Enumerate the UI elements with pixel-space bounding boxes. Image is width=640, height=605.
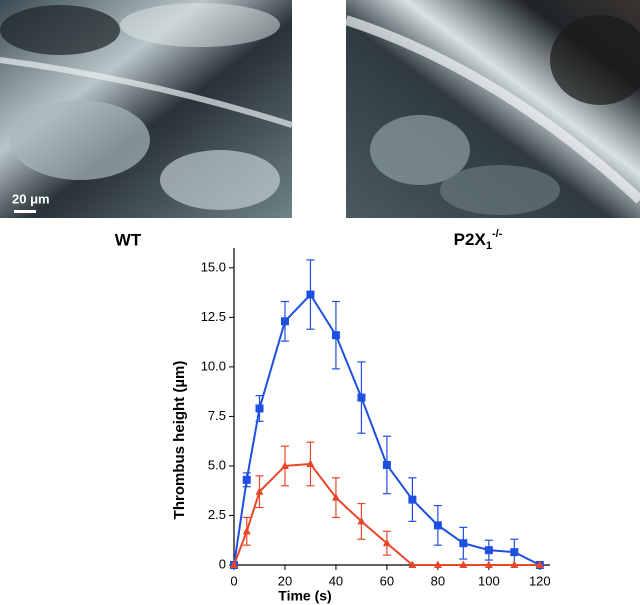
y-tick-label: 15.0 [201,259,226,274]
marker [306,290,315,299]
x-tick-label: 60 [380,573,394,588]
y-tick-label: 7.5 [208,408,226,423]
y-tick-label: 12.5 [201,309,226,324]
panel-label-text: P2X [454,230,487,249]
y-tick-label: 5.0 [208,457,226,472]
marker [408,495,417,504]
series-line [233,462,540,566]
series-line [233,292,541,566]
marker [357,393,366,402]
marker [230,560,238,568]
micrograph-wt: 20 μm [0,0,293,218]
marker [510,548,519,557]
x-tick-label: 100 [478,573,500,588]
y-axis-label: Thrombus height (µm) [171,361,188,520]
marker [535,560,544,568]
x-tick-label: 0 [230,573,237,588]
marker [484,560,493,568]
panel-label: WT [115,230,142,249]
marker [306,459,315,467]
marker [510,560,519,568]
panel-label-sub: 1 [486,240,492,252]
y-tick-label: 10.0 [201,358,226,373]
marker [484,546,493,555]
panel-label-sup: -/- [492,228,503,240]
marker [357,516,366,525]
x-tick-label: 20 [278,573,292,588]
micrograph-p2x1 [344,0,640,218]
marker [242,526,251,535]
marker [280,317,289,326]
panel-label: P2X1-/- [454,228,503,252]
marker [382,538,391,547]
x-tick-label: 80 [431,573,445,588]
x-axis-label: Time (s) [278,588,331,604]
marker [331,493,340,501]
marker [382,460,391,469]
marker [331,331,340,340]
marker [459,539,468,548]
marker [255,404,264,413]
marker [242,475,251,484]
marker [433,521,442,530]
scale-bar-label: 20 μm [12,191,50,206]
x-tick-label: 40 [329,573,343,588]
marker [255,487,264,495]
marker [280,461,289,469]
marker [408,560,417,568]
marker [459,560,468,568]
y-tick-label: 2.5 [208,507,226,522]
x-tick-label: 120 [529,573,551,588]
y-tick-label: 0 [219,556,226,571]
marker [433,560,442,568]
